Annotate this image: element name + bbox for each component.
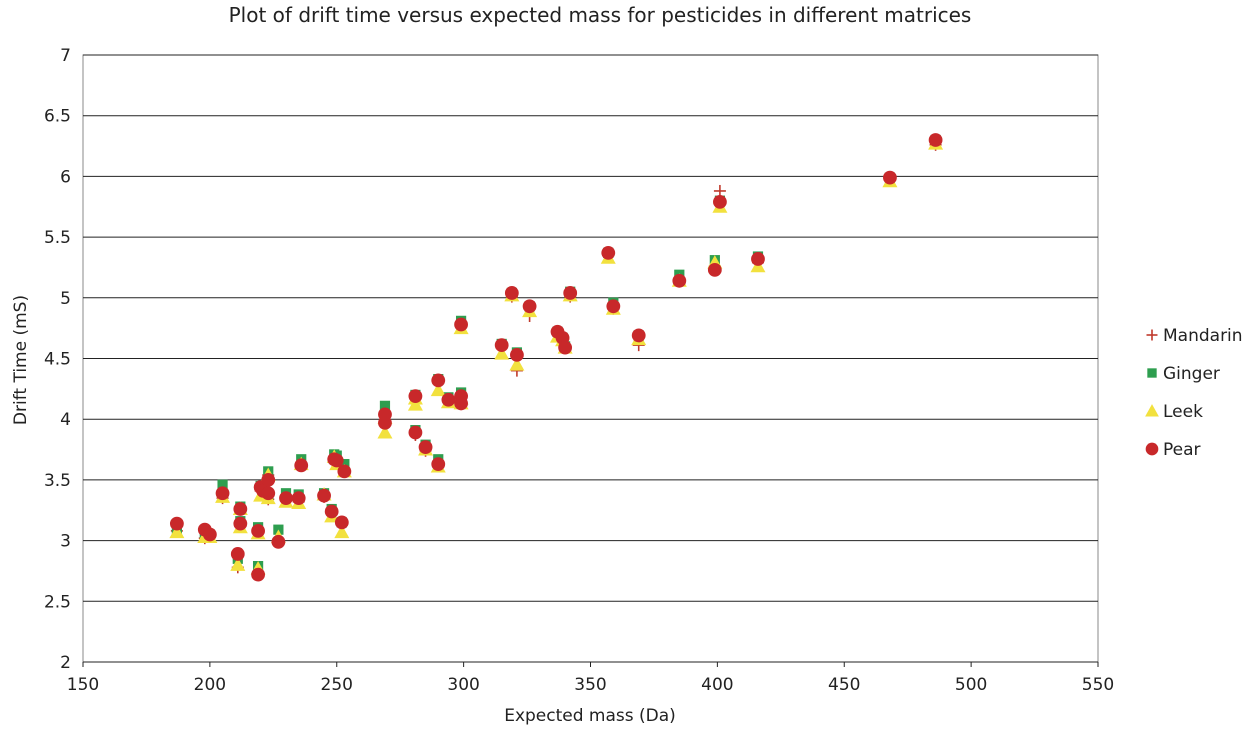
data-point-pear <box>494 338 509 353</box>
data-point-mandarin <box>713 184 726 197</box>
data-point-pear <box>454 317 468 332</box>
data-point-pear <box>672 273 687 288</box>
data-point-pear <box>928 133 943 147</box>
data-point-pear <box>441 392 456 407</box>
legend-label: Pear <box>1163 440 1201 460</box>
y-axis-title: Drift Time (mS) <box>11 295 31 425</box>
y-tick-label: 7 <box>60 46 71 66</box>
data-point-pear <box>883 170 897 185</box>
data-point-pear <box>408 425 423 440</box>
x-tick-label: 200 <box>194 675 226 695</box>
points-layer <box>169 133 944 582</box>
data-point-leek <box>169 524 185 539</box>
y-tick-label: 2 <box>60 653 71 673</box>
y-tick-label: 3.5 <box>44 471 71 491</box>
data-point-pear <box>504 286 519 300</box>
data-point-pear <box>261 473 276 487</box>
y-tick-label: 5 <box>60 289 71 309</box>
data-point-pear <box>324 504 339 519</box>
series-leek <box>169 136 944 575</box>
data-point-pear <box>334 515 349 530</box>
data-point-leek <box>509 357 525 371</box>
data-point-pear <box>713 194 727 209</box>
data-point-leek <box>334 524 350 539</box>
data-point-pear <box>317 488 331 503</box>
data-point-pear <box>251 523 265 538</box>
x-tick-label: 400 <box>701 675 733 695</box>
y-tick-label: 2.5 <box>44 592 71 612</box>
x-tick-label: 150 <box>67 675 99 695</box>
data-point-pear <box>271 534 286 549</box>
data-point-pear <box>169 516 184 531</box>
data-point-ginger <box>379 400 391 411</box>
axes-layer: 2 2.5 3 3.5 4 4.5 5 5.5 6 6.5 7 150 200 250 300 350 400 4… <box>44 46 1114 695</box>
data-point-leek <box>430 382 446 397</box>
data-point-leek <box>230 557 246 571</box>
data-point-pear <box>233 516 248 531</box>
legend-item-ginger[interactable]: Ginger <box>1147 364 1220 384</box>
y-tick-label: 5.5 <box>44 228 71 248</box>
legend-label: Leek <box>1163 402 1203 422</box>
data-point-pear <box>558 340 573 355</box>
data-point-pear <box>251 567 265 582</box>
data-point-leek <box>494 346 510 360</box>
x-tick-label: 550 <box>1082 675 1114 695</box>
legend-item-mandarin[interactable]: Mandarin <box>1146 326 1243 346</box>
x-tick-label: 250 <box>321 675 353 695</box>
y-tick-label: 3 <box>60 532 71 552</box>
x-tick-label: 300 <box>447 675 479 695</box>
data-point-pear <box>606 299 621 314</box>
legend[interactable]: Mandarin Ginger Leek Pear <box>1145 326 1243 460</box>
ginger-legend-marker <box>1147 368 1157 378</box>
data-point-pear <box>261 486 276 501</box>
y-tick-label: 6.5 <box>44 107 71 127</box>
chart-title: Plot of drift time versus expected mass … <box>229 3 972 27</box>
data-point-pear <box>408 389 423 404</box>
data-point-pear <box>563 286 578 300</box>
data-point-pear <box>454 396 468 411</box>
y-tick-label: 6 <box>60 167 71 187</box>
data-point-pear <box>601 245 616 260</box>
y-tick-label: 4.5 <box>44 350 71 370</box>
x-axis-title: Expected mass (Da) <box>504 706 676 726</box>
grid-layer <box>82 54 1099 663</box>
leek-legend-marker <box>1145 404 1159 417</box>
pear-legend-marker <box>1145 442 1159 456</box>
data-point-pear <box>510 347 524 362</box>
data-point-pear <box>329 453 344 468</box>
legend-item-pear[interactable]: Pear <box>1145 440 1201 460</box>
data-point-pear <box>707 262 722 277</box>
data-point-pear <box>337 464 352 479</box>
data-point-pear <box>215 486 230 501</box>
y-tick-label: 4 <box>60 410 71 430</box>
data-point-pear <box>522 299 537 314</box>
x-tick-label: 450 <box>828 675 860 695</box>
data-point-pear <box>751 252 765 266</box>
legend-item-leek[interactable]: Leek <box>1145 402 1203 422</box>
data-point-ginger <box>217 479 228 490</box>
data-point-pear <box>378 407 392 422</box>
x-tick-label: 350 <box>574 675 606 695</box>
data-point-pear <box>294 458 309 473</box>
data-point-pear <box>202 527 217 542</box>
legend-label: Mandarin <box>1163 326 1243 346</box>
data-point-pear <box>279 491 293 506</box>
legend-label: Ginger <box>1163 364 1220 384</box>
data-point-pear <box>631 328 646 343</box>
data-point-pear <box>431 373 446 388</box>
data-point-pear <box>230 547 245 561</box>
mandarin-legend-marker <box>1146 329 1158 341</box>
data-point-pear <box>291 491 306 506</box>
x-tick-label: 500 <box>955 675 987 695</box>
data-point-pear <box>233 502 248 516</box>
data-point-pear <box>418 440 433 455</box>
data-point-leek <box>377 425 393 439</box>
series-pear <box>169 133 943 582</box>
data-point-pear <box>431 457 446 472</box>
